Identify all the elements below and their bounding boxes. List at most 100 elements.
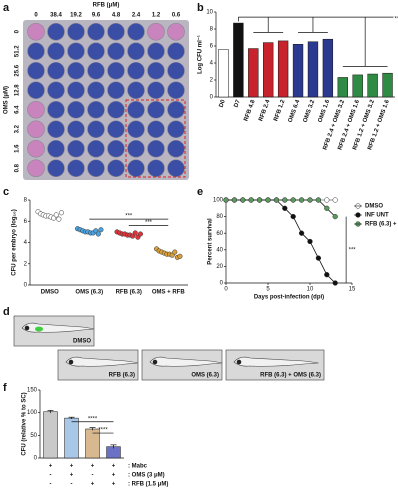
y-tick-label: 100 [213, 198, 224, 204]
bar [367, 73, 378, 98]
image-label: RFB (6.3) [109, 373, 135, 379]
table-sign: - [50, 473, 52, 479]
column-label: 4.8 [112, 13, 121, 19]
y-tick-label: 2 [210, 78, 214, 84]
table-sign: + [91, 482, 95, 488]
survival-point [223, 197, 229, 203]
survival-point [315, 255, 322, 261]
well [87, 100, 105, 119]
larva-eye [68, 359, 74, 365]
bar [233, 22, 244, 98]
legend-label: INF UNT [365, 213, 389, 219]
larva-eye [152, 359, 158, 365]
bar [322, 38, 334, 98]
table-label: : RFB (1.5 μM) [128, 482, 168, 488]
larva-eye [236, 359, 242, 365]
well [27, 61, 45, 80]
column-label: 2.4 [132, 13, 141, 19]
well [127, 42, 145, 61]
y-tick-label: 150 [27, 388, 38, 394]
row-label: 12.8 [15, 84, 21, 96]
well [107, 139, 125, 158]
significance: *** [395, 17, 398, 23]
well [107, 100, 125, 119]
well [47, 81, 65, 100]
table-label: : Mabc [128, 464, 148, 470]
well [47, 61, 65, 80]
bar [263, 42, 274, 98]
y-axis-label: Log CFU ml⁻¹ [197, 35, 204, 74]
y-tick-label: 100 [27, 410, 38, 416]
survival-point [240, 197, 246, 203]
well [27, 81, 45, 100]
x-tick-label: D7 [233, 99, 241, 109]
bar [277, 40, 289, 98]
table-sign: - [71, 482, 73, 488]
survival-line [226, 199, 336, 284]
survival-point [282, 197, 288, 203]
well [127, 120, 145, 139]
well [167, 81, 185, 100]
well [87, 42, 105, 61]
data-point [98, 227, 104, 233]
plate-row-title: OMS (μM) [4, 86, 10, 114]
bar [248, 48, 259, 98]
larva-eye [24, 325, 30, 331]
y-tick-label: 8 [24, 198, 28, 204]
well [27, 120, 45, 139]
well [147, 22, 165, 41]
well [27, 159, 45, 178]
column-label: 38.4 [50, 13, 62, 19]
survival-point [231, 197, 238, 203]
x-tick-label: RFB 1.2 [273, 99, 287, 123]
well [107, 61, 125, 80]
survival-point [307, 197, 313, 203]
well [47, 159, 65, 178]
image-label: RFB (6.3) + OMS (6.3) [260, 373, 321, 379]
bar [352, 74, 363, 98]
survival-point [332, 280, 338, 286]
data-point [56, 216, 62, 222]
well [147, 159, 165, 178]
table-label: : OMS (3 μM) [128, 473, 165, 479]
y-tick-label: 2 [24, 261, 28, 267]
row-label: 6.4 [15, 105, 21, 114]
legend-label: DMSO [365, 204, 383, 210]
legend-label: RFB (6.3) + OMS (6.3) [365, 222, 398, 228]
plate [23, 20, 189, 180]
data-point [132, 230, 138, 236]
x-axis-label: Days post-infection (dpi) [254, 295, 324, 301]
x-tick-label: 5 [266, 287, 270, 293]
y-tick-label: 6 [210, 44, 214, 50]
survival-point [332, 197, 338, 203]
well [47, 22, 65, 41]
bar [43, 411, 58, 459]
well [87, 120, 105, 139]
row-label: 1.6 [15, 144, 21, 153]
well [167, 22, 185, 41]
well [127, 22, 145, 41]
data-point [137, 231, 143, 237]
fluorescence [35, 326, 43, 332]
column-label: 1.2 [152, 13, 161, 19]
row-label: 0.8 [15, 163, 21, 172]
x-tick-label: 0 [224, 287, 228, 293]
column-label: 0.6 [172, 13, 181, 19]
well [67, 120, 85, 139]
data-point [58, 210, 65, 216]
well [87, 159, 105, 178]
y-tick-label: 0 [34, 456, 38, 462]
highlight-box [125, 99, 186, 178]
well [147, 42, 165, 61]
y-tick-label: 50 [30, 433, 37, 439]
well [107, 159, 125, 178]
survival-point [324, 205, 330, 211]
x-tick-label: OMS (6.3) [75, 290, 103, 296]
row-label: 51.2 [15, 45, 21, 57]
column-label: 0 [34, 13, 38, 19]
well [127, 139, 145, 158]
well [107, 120, 125, 139]
well [87, 81, 105, 100]
